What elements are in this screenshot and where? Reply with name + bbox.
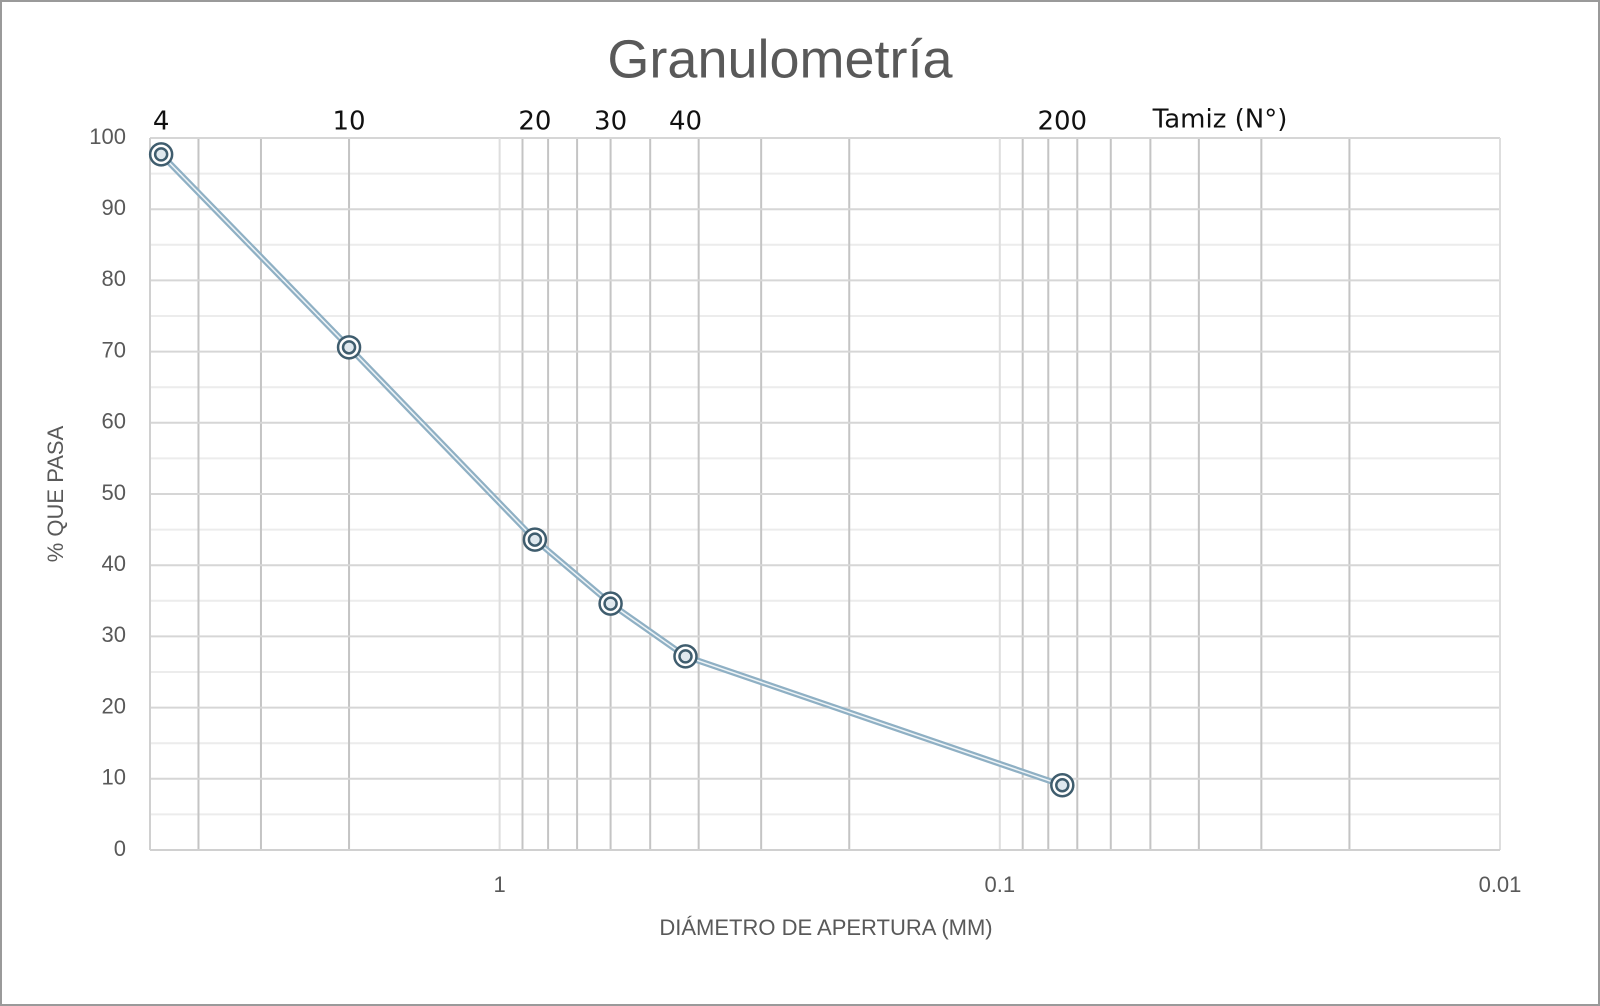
y-axis-label: % QUE PASA [43, 425, 68, 562]
x-axis-label: DIÁMETRO DE APERTURA (MM) [659, 915, 992, 940]
x-tick-label: 1 [493, 872, 505, 897]
sieve-label: 20 [518, 107, 551, 137]
y-tick-label: 20 [102, 693, 126, 718]
marker-inner [341, 340, 357, 355]
y-tick-label: 40 [102, 551, 126, 576]
sieve-label: 10 [332, 107, 365, 137]
marker-inner [678, 649, 693, 664]
y-tick-label: 80 [102, 266, 126, 291]
marker-inner [603, 596, 618, 611]
chart-title: Granulometría [607, 29, 953, 89]
y-tick-label: 30 [102, 622, 126, 647]
x-tick-label: 0.1 [985, 872, 1016, 897]
y-tick-label: 0 [114, 836, 126, 861]
y-tick-label: 90 [102, 195, 126, 220]
marker-inner [153, 147, 169, 162]
data-line-inner [160, 153, 1063, 786]
y-tick-label: 60 [102, 409, 126, 434]
marker-inner [1055, 777, 1070, 793]
y-tick-label: 100 [89, 124, 126, 149]
y-tick-label: 10 [102, 765, 126, 790]
y-tick-label: 70 [102, 337, 126, 362]
x-tick-label: 0.01 [1479, 872, 1522, 897]
sieve-label: 200 [1037, 107, 1087, 137]
sieve-label: 4 [153, 107, 170, 137]
sieve-label: 30 [594, 107, 627, 137]
marker-inner [527, 532, 543, 547]
sieve-axis-label: Tamiz (N°) [1152, 105, 1288, 135]
y-tick-label: 50 [102, 480, 126, 505]
sieve-label: 40 [669, 107, 702, 137]
